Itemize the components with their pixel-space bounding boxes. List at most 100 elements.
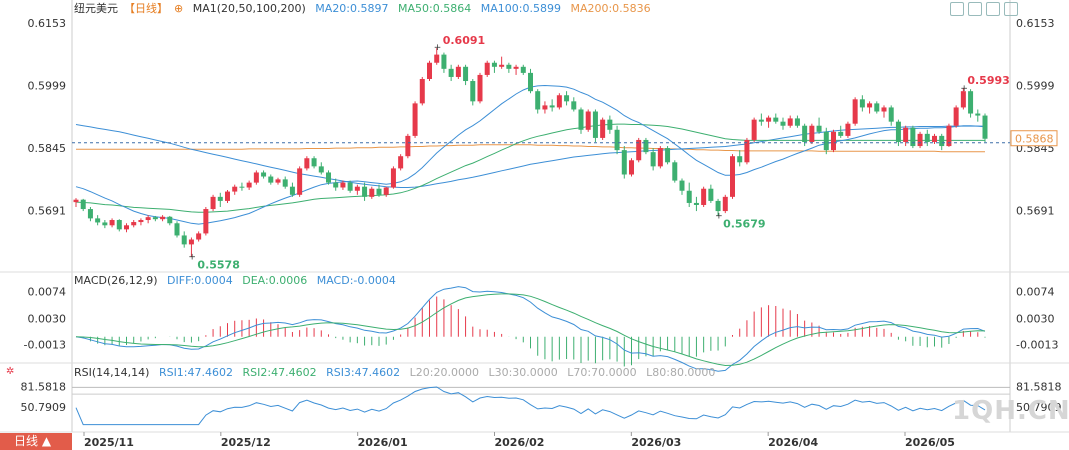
candle-body [261,172,267,177]
candle-body [289,186,295,195]
candle-body [636,139,642,161]
price-tick-left: 0.5691 [28,205,67,218]
candle-body [614,129,620,151]
layout-icon[interactable] [1004,2,1018,16]
candle-body [506,64,512,69]
candle-body [109,220,115,226]
candle-body [621,150,627,175]
candle-body [924,133,930,142]
candle-body [347,182,353,191]
macd-dea: DEA:0.0006 [242,274,308,287]
price-tick-left: 0.5999 [28,79,67,92]
candle-body [138,220,144,223]
recent-high-marker: + [960,84,968,94]
macd-tick-right: -0.0013 [1016,339,1058,352]
candle-body [239,186,245,188]
macd-diff-line [75,286,986,372]
candle-body [859,99,865,108]
settings-icon[interactable]: ⊕ [174,2,184,15]
candle-body [932,135,937,142]
macd-title: MACD(26,12,9) [74,274,158,287]
candle-body [975,113,981,116]
candle-body [225,191,230,201]
candle-body [181,235,187,245]
candle-body [766,117,772,122]
price-tick-right: 0.6153 [1016,17,1055,30]
candle-body [693,202,699,205]
candle-body [657,148,663,167]
candle-body [888,107,894,122]
grid-icon[interactable] [986,2,1000,16]
candle-body [73,199,79,203]
candle-body [102,222,108,226]
price-tick-right: 0.5691 [1016,205,1055,218]
period-label[interactable]: 【日线】 [124,2,168,15]
high-marker: + [434,43,442,53]
high-label: 0.6091 [443,34,485,47]
candle-body [751,119,757,140]
candle-body [542,105,548,110]
candle-body [398,156,404,169]
period-tab[interactable]: 日线 ▲ [0,433,72,450]
candle-body [787,118,793,126]
candle-body [520,66,526,73]
candle-body [152,217,158,220]
candle-body [881,107,887,112]
crosshair-icon[interactable] [950,2,964,16]
candle-body [939,135,945,147]
candle-body [232,186,238,192]
symbol-label: 纽元美元 [74,2,118,15]
candle-body [333,182,339,188]
ma200-line [76,144,985,153]
recent-high-label: 0.5993 [967,74,1009,87]
candle-body [499,64,505,67]
candle-body [960,91,966,108]
candle-body [910,127,916,147]
time-axis-label: 2026/04 [768,436,818,449]
candle-body [629,160,634,175]
candle-body [87,209,93,219]
candle-body [665,148,671,163]
candle-body [780,121,786,126]
candle-body [794,118,800,126]
rsi-settings-icon[interactable]: ✲ [6,366,15,377]
l20-label: L20:20.0000 [409,366,479,379]
time-axis-label: 2026/01 [358,436,408,449]
candle-body [160,216,166,220]
macd-tick-left: -0.0013 [24,339,66,352]
ma100-label: MA100:0.5899 [480,2,561,15]
macd-dea-line [75,293,986,367]
candle-body [405,135,411,157]
macd-tick-left: 0.0030 [28,312,67,325]
candle-body [600,119,606,138]
candle-body [390,168,396,188]
candle-body [701,188,707,205]
candle-body [326,172,331,183]
candle-body [376,188,382,195]
candle-body [578,109,584,130]
candle-body [297,168,303,195]
candle-body [412,103,418,136]
candle-body [737,156,743,163]
zoom-icon[interactable] [968,2,982,16]
rsi-tick-right: 50.7909 [1016,401,1062,414]
candle-body [311,158,317,167]
rsi-tick-left: 50.7909 [21,401,67,414]
candle-body [708,188,714,201]
candle-body [953,107,959,126]
candle-body [362,186,368,197]
l80-label: L80:80.0000 [646,366,716,379]
rsi-title: RSI(14,14,14) [74,366,150,379]
candle-body [592,111,598,138]
candle-body [809,125,815,142]
rsi-tick-left: 81.5818 [21,380,67,393]
candle-body [672,162,678,181]
low-label: 0.5578 [197,259,239,272]
rsi-line [75,386,986,426]
candle-body [188,239,194,245]
candle-body [246,182,252,188]
candle-body [131,222,137,226]
candle-body [838,131,844,136]
candle-body [946,125,952,147]
candle-body [650,152,656,167]
